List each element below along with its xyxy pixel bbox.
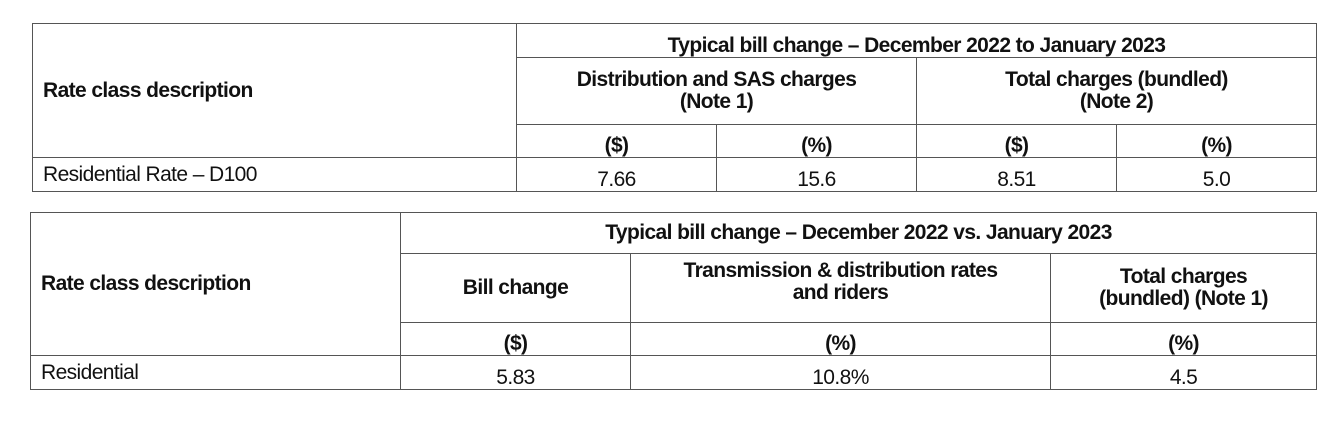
unit-dollar: ($) xyxy=(916,124,1117,158)
unit-dollar: ($) xyxy=(516,124,717,158)
rate-class-header: Rate class description xyxy=(30,212,401,356)
group-header: Typical bill change – December 2022 to J… xyxy=(515,23,1318,58)
value-cell: 5.0 xyxy=(1115,157,1318,192)
rate-class-cell: Residential xyxy=(30,355,401,390)
unit-percent: (%) xyxy=(716,124,917,158)
table-row: Residential 5.83 10.8% 4.5 xyxy=(30,355,1318,390)
bill-change-table-1: Rate class description Typical bill chan… xyxy=(32,23,1318,192)
total-charges-header: Total charges (bundled) (Note 2) xyxy=(915,57,1318,125)
group-header: Typical bill change – December 2022 vs. … xyxy=(399,212,1318,254)
distribution-sas-header: Distribution and SAS charges (Note 1) xyxy=(516,57,917,125)
value-cell: 7.66 xyxy=(516,157,717,192)
rate-class-header: Rate class description xyxy=(32,23,517,158)
rate-class-cell: Residential Rate – D100 xyxy=(32,157,517,192)
value-cell: 15.6 xyxy=(716,157,917,192)
unit-percent: (%) xyxy=(1115,124,1318,158)
unit-percent: (%) xyxy=(1049,322,1318,356)
value-cell: 8.51 xyxy=(916,157,1117,192)
bill-change-table-2: Rate class description Typical bill chan… xyxy=(30,212,1318,390)
value-cell: 10.8% xyxy=(630,355,1051,390)
unit-dollar: ($) xyxy=(400,322,631,356)
total-charges-header: Total charges (bundled) (Note 1) xyxy=(1049,253,1318,323)
value-cell: 5.83 xyxy=(400,355,631,390)
td-rates-header: Transmission & distribution rates and rid… xyxy=(630,253,1051,323)
bill-change-header: Bill change xyxy=(400,253,631,323)
table-row: Residential Rate – D100 7.66 15.6 8.51 5… xyxy=(32,157,1318,192)
unit-percent: (%) xyxy=(630,322,1051,356)
value-cell: 4.5 xyxy=(1049,355,1318,390)
